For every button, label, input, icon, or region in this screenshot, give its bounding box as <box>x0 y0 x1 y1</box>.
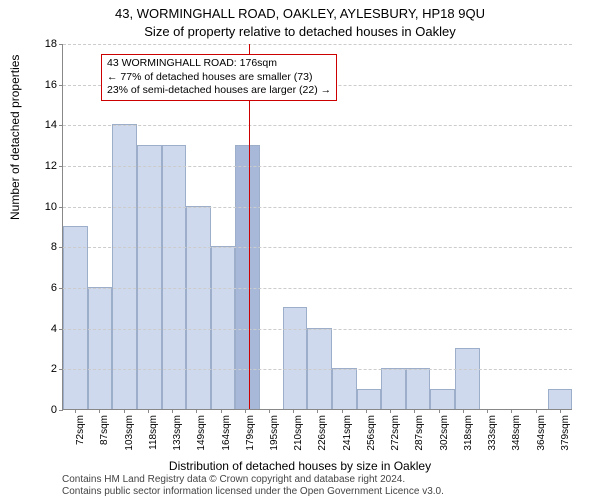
x-tick-mark <box>390 409 391 413</box>
x-tick-mark <box>172 409 173 413</box>
x-tick-mark <box>560 409 561 413</box>
x-tick-mark <box>293 409 294 413</box>
histogram-bar <box>406 368 431 409</box>
chart-title-desc: Size of property relative to detached ho… <box>0 24 600 39</box>
y-tick-label: 16 <box>45 79 57 91</box>
y-tick-label: 14 <box>45 119 57 131</box>
x-tick-mark <box>317 409 318 413</box>
y-tick-label: 6 <box>51 282 57 294</box>
plot-area: 72sqm87sqm103sqm118sqm133sqm149sqm164sqm… <box>62 44 572 410</box>
x-tick-mark <box>269 409 270 413</box>
x-tick-mark <box>487 409 488 413</box>
histogram-bar <box>381 368 406 409</box>
footer-attribution: Contains HM Land Registry data © Crown c… <box>62 474 444 498</box>
x-tick-label: 333sqm <box>487 415 498 451</box>
x-tick-mark <box>439 409 440 413</box>
x-tick-label: 118sqm <box>148 415 159 450</box>
x-tick-label: 195sqm <box>269 415 280 451</box>
histogram-bar <box>112 124 137 409</box>
footer-line-1: Contains HM Land Registry data © Crown c… <box>62 474 444 486</box>
x-tick-label: 164sqm <box>221 415 232 451</box>
x-tick-label: 210sqm <box>293 415 304 451</box>
x-tick-label: 287sqm <box>414 415 425 451</box>
histogram-bar <box>357 389 382 409</box>
x-tick-label: 241sqm <box>342 415 353 451</box>
x-tick-label: 72sqm <box>75 415 86 445</box>
annotation-box: 43 WORMINGHALL ROAD: 176sqm← 77% of deta… <box>101 54 337 101</box>
x-tick-label: 272sqm <box>390 415 401 451</box>
x-tick-label: 226sqm <box>317 415 328 451</box>
histogram-bar <box>455 348 480 409</box>
x-tick-label: 256sqm <box>366 415 377 451</box>
footer-line-2: Contains public sector information licen… <box>62 486 444 498</box>
grid-line <box>63 125 572 126</box>
x-tick-label: 364sqm <box>536 415 547 451</box>
y-tick-label: 12 <box>45 160 57 172</box>
x-tick-mark <box>75 409 76 413</box>
y-tick-label: 0 <box>51 404 57 416</box>
histogram-bar <box>548 389 573 409</box>
y-tick-mark <box>59 166 63 167</box>
x-tick-mark <box>196 409 197 413</box>
histogram-bar <box>186 206 211 409</box>
x-tick-label: 149sqm <box>196 415 207 451</box>
histogram-bar <box>430 389 455 409</box>
y-tick-mark <box>59 288 63 289</box>
histogram-bar <box>283 307 308 409</box>
y-tick-mark <box>59 247 63 248</box>
x-tick-mark <box>221 409 222 413</box>
y-tick-mark <box>59 207 63 208</box>
grid-line <box>63 329 572 330</box>
x-tick-label: 133sqm <box>172 415 183 451</box>
x-tick-mark <box>536 409 537 413</box>
x-axis-label: Distribution of detached houses by size … <box>0 459 600 473</box>
histogram-bar <box>332 368 357 409</box>
x-tick-mark <box>148 409 149 413</box>
y-tick-mark <box>59 369 63 370</box>
y-axis-label: Number of detached properties <box>8 55 22 220</box>
grid-line <box>63 166 572 167</box>
grid-line <box>63 247 572 248</box>
histogram-bar <box>307 328 332 409</box>
x-tick-label: 302sqm <box>439 415 450 451</box>
x-tick-mark <box>511 409 512 413</box>
x-tick-mark <box>342 409 343 413</box>
x-tick-mark <box>414 409 415 413</box>
x-tick-label: 348sqm <box>511 415 522 451</box>
x-tick-mark <box>99 409 100 413</box>
y-tick-label: 4 <box>51 323 57 335</box>
x-tick-mark <box>366 409 367 413</box>
y-tick-label: 2 <box>51 363 57 375</box>
histogram-bar <box>88 287 113 409</box>
y-tick-mark <box>59 44 63 45</box>
chart-container: 43, WORMINGHALL ROAD, OAKLEY, AYLESBURY,… <box>0 0 600 500</box>
grid-line <box>63 44 572 45</box>
x-tick-label: 87sqm <box>99 415 110 445</box>
histogram-bar <box>63 226 88 409</box>
y-tick-label: 18 <box>45 38 57 50</box>
x-tick-label: 379sqm <box>560 415 571 451</box>
grid-line <box>63 288 572 289</box>
y-tick-label: 10 <box>45 201 57 213</box>
y-tick-mark <box>59 329 63 330</box>
grid-line <box>63 207 572 208</box>
x-tick-mark <box>124 409 125 413</box>
x-tick-mark <box>463 409 464 413</box>
x-tick-label: 103sqm <box>124 415 135 451</box>
grid-line <box>63 369 572 370</box>
x-tick-label: 318sqm <box>463 415 474 451</box>
x-tick-mark <box>245 409 246 413</box>
y-tick-label: 8 <box>51 241 57 253</box>
chart-title-address: 43, WORMINGHALL ROAD, OAKLEY, AYLESBURY,… <box>0 6 600 21</box>
y-tick-mark <box>59 85 63 86</box>
annotation-line: ← 77% of detached houses are smaller (73… <box>107 71 331 85</box>
annotation-line: 23% of semi-detached houses are larger (… <box>107 84 331 98</box>
y-tick-mark <box>59 410 63 411</box>
annotation-line: 43 WORMINGHALL ROAD: 176sqm <box>107 57 331 71</box>
x-tick-label: 179sqm <box>245 415 256 451</box>
y-tick-mark <box>59 125 63 126</box>
